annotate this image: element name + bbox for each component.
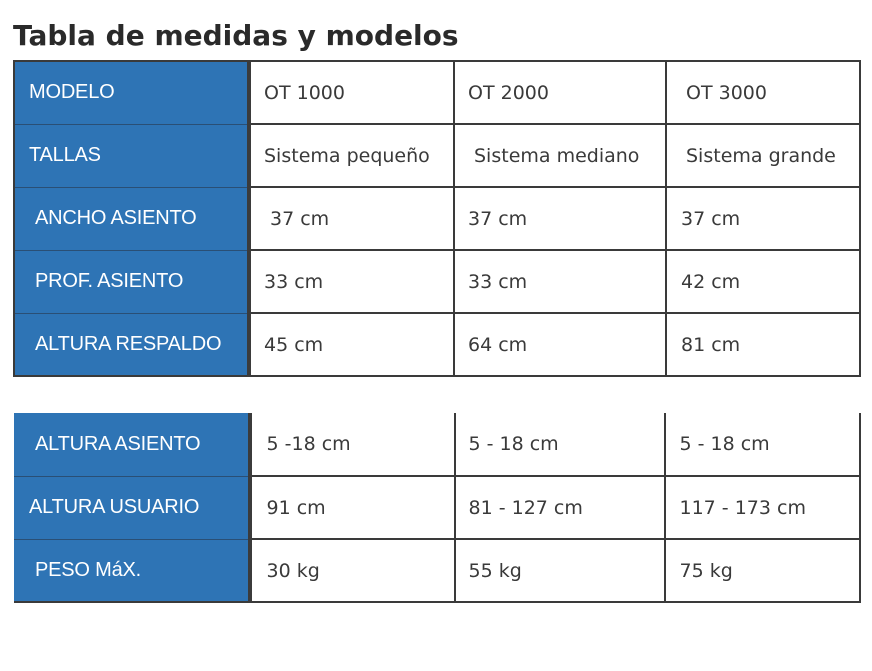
row-label-peso-max: PESO MáX. (14, 539, 252, 603)
cell-altura-asiento-ot2000: 5 - 18 cm (454, 413, 666, 477)
row-label-ancho-asiento: ANCHO ASIENTO (13, 187, 251, 251)
cell-tallas-ot3000: Sistema grande (666, 124, 861, 188)
cell-peso-max-ot3000: 75 kg (664, 539, 861, 603)
row-label-altura-asiento: ALTURA ASIENTO (14, 413, 252, 477)
table-row-tallas: TALLAS Sistema pequeño Sistema mediano S… (13, 124, 861, 188)
table-row-altura-usuario: ALTURA USUARIO 91 cm 81 - 127 cm 117 - 1… (14, 476, 861, 540)
cell-prof-asiento-ot2000: 33 cm (454, 250, 667, 314)
measurements-table: MODELO OT 1000 OT 2000 OT 3000 TALLAS Si… (13, 60, 861, 377)
cell-altura-respaldo-ot1000: 45 cm (249, 313, 455, 377)
cell-modelo-ot1000: OT 1000 (249, 60, 455, 125)
cell-altura-respaldo-ot3000: 81 cm (666, 313, 861, 377)
cell-tallas-ot2000: Sistema mediano (454, 124, 667, 188)
cell-altura-respaldo-ot2000: 64 cm (454, 313, 667, 377)
cell-altura-asiento-ot3000: 5 - 18 cm (664, 413, 861, 477)
cell-prof-asiento-ot1000: 33 cm (249, 250, 455, 314)
cell-ancho-asiento-ot1000: 37 cm (249, 187, 455, 251)
cell-altura-usuario-ot3000: 117 - 173 cm (664, 476, 861, 540)
table-row-altura-asiento: ALTURA ASIENTO 5 -18 cm 5 - 18 cm 5 - 18… (14, 413, 861, 477)
table-row-peso-max: PESO MáX. 30 kg 55 kg 75 kg (14, 539, 861, 603)
cell-prof-asiento-ot3000: 42 cm (666, 250, 861, 314)
row-label-modelo: MODELO (13, 60, 251, 125)
table-row-altura-respaldo: ALTURA RESPALDO 45 cm 64 cm 81 cm (13, 313, 861, 377)
page-title: Tabla de medidas y modelos (13, 19, 459, 52)
table-row-modelo: MODELO OT 1000 OT 2000 OT 3000 (13, 60, 861, 125)
cell-ancho-asiento-ot3000: 37 cm (666, 187, 861, 251)
cell-altura-asiento-ot1000: 5 -18 cm (249, 413, 456, 477)
cell-ancho-asiento-ot2000: 37 cm (454, 187, 667, 251)
cell-modelo-ot3000: OT 3000 (666, 60, 861, 125)
cell-altura-usuario-ot1000: 91 cm (249, 476, 456, 540)
table-row-ancho-asiento: ANCHO ASIENTO 37 cm 37 cm 37 cm (13, 187, 861, 251)
cell-tallas-ot1000: Sistema pequeño (249, 124, 455, 188)
cell-modelo-ot2000: OT 2000 (454, 60, 667, 125)
cell-altura-usuario-ot2000: 81 - 127 cm (454, 476, 666, 540)
cell-peso-max-ot2000: 55 kg (454, 539, 666, 603)
row-label-altura-respaldo: ALTURA RESPALDO (13, 313, 251, 377)
usage-table: ALTURA ASIENTO 5 -18 cm 5 - 18 cm 5 - 18… (14, 413, 861, 603)
row-label-altura-usuario: ALTURA USUARIO (14, 476, 252, 540)
row-label-tallas: TALLAS (13, 124, 251, 188)
table-row-prof-asiento: PROF. ASIENTO 33 cm 33 cm 42 cm (13, 250, 861, 314)
row-label-prof-asiento: PROF. ASIENTO (13, 250, 251, 314)
cell-peso-max-ot1000: 30 kg (249, 539, 456, 603)
